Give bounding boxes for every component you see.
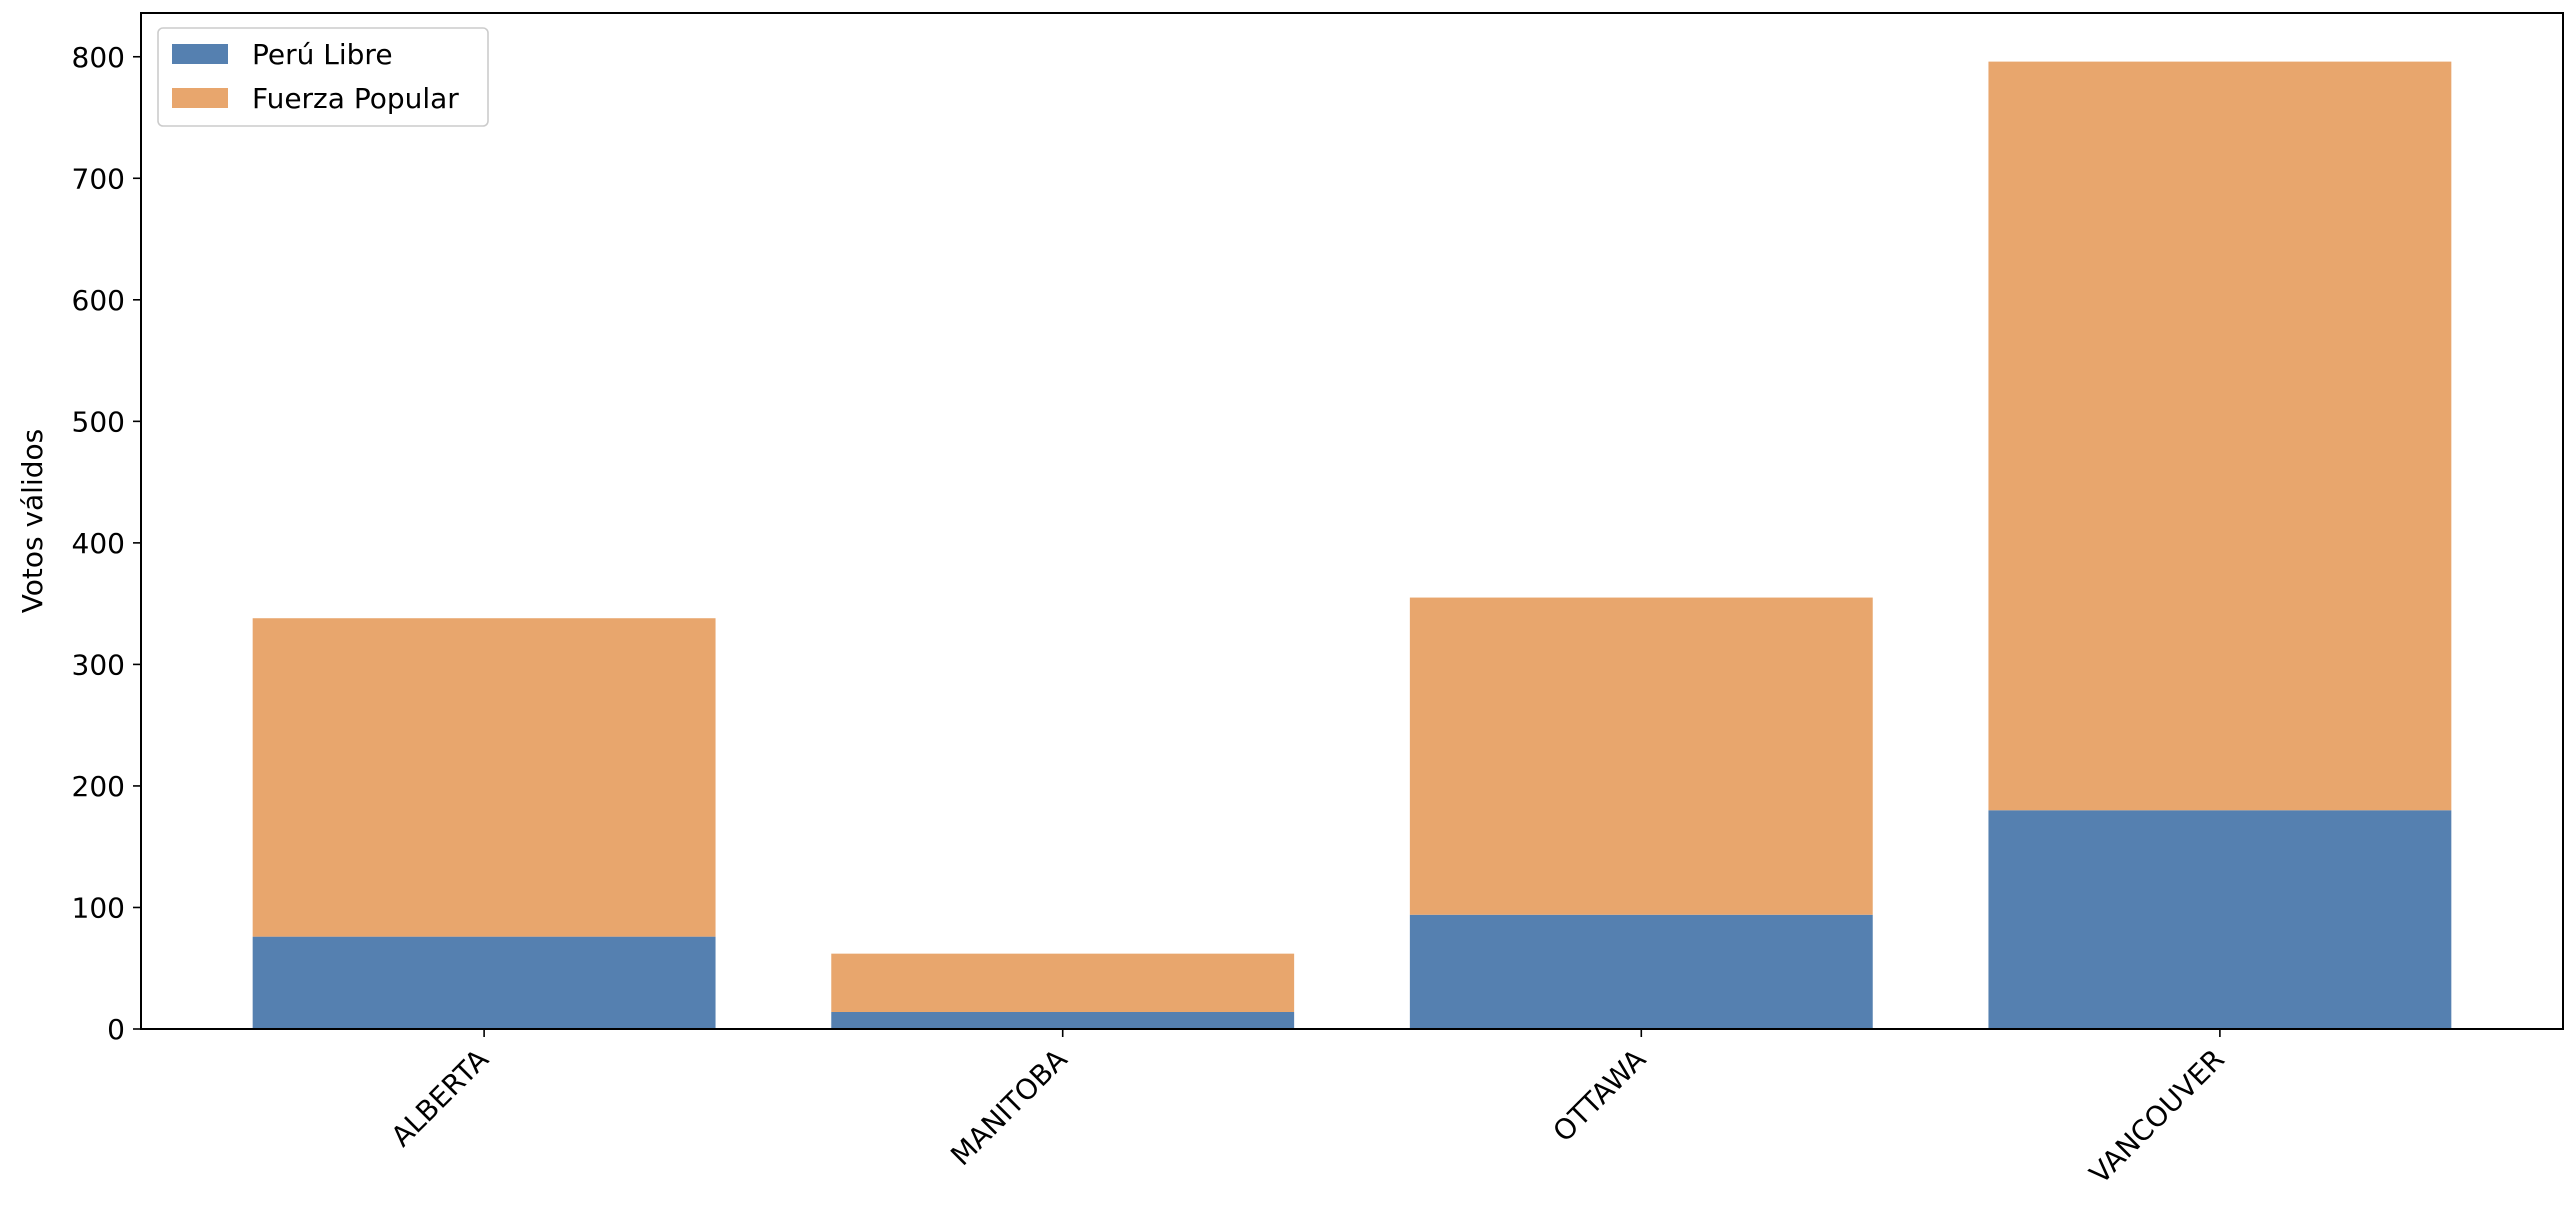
bar [252,936,716,1029]
bar [1988,810,2452,1029]
y-axis-label: Votos válidos [16,429,49,614]
bar [831,1011,1295,1029]
plot-frame [140,12,2564,1030]
x-tick-label: MANITOBA [944,1043,1073,1172]
legend-swatch [172,44,228,64]
legend-label: Perú Libre [252,38,393,71]
y-tick-label: 400 [72,527,125,560]
y-tick-label: 0 [107,1013,125,1046]
legend-label: Fuerza Popular [252,82,459,115]
x-tick-label: ALBERTA [385,1043,495,1153]
y-tick-label: 500 [72,405,125,438]
x-tick-label: OTTAWA [1547,1043,1653,1149]
legend-box [157,27,489,127]
bar [1409,914,1873,1029]
y-tick-label: 600 [72,284,125,317]
y-tick-label: 100 [72,891,125,924]
y-tick-label: 800 [72,41,125,74]
legend-swatch [172,88,228,108]
bar [252,618,716,937]
y-tick-label: 700 [72,162,125,195]
bar [1409,597,1873,915]
x-tick-label: VANCOUVER [2083,1043,2231,1191]
y-tick-label: 300 [72,648,125,681]
y-tick-label: 200 [72,770,125,803]
bar [1988,61,2452,811]
bar [831,953,1295,1012]
legend: Perú Libre Fuerza Popular [157,27,489,127]
